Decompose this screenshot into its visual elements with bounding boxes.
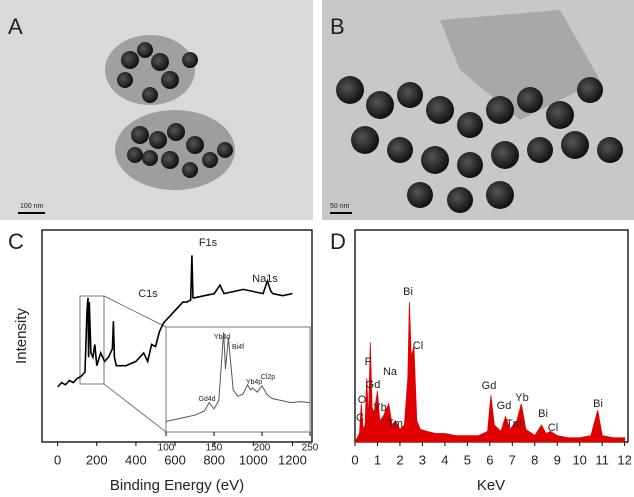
x-tick-label: 7	[509, 452, 516, 467]
peak-label: Cl	[548, 422, 558, 434]
peak-label: Na1s	[252, 273, 278, 285]
x-tick-label: 5	[464, 452, 471, 467]
zoom-connector	[103, 295, 167, 328]
x-tick-label: 200	[86, 452, 108, 467]
x-tick-label: 9	[554, 452, 561, 467]
peak-label: Na	[383, 366, 398, 378]
x-tick-label: 0	[54, 452, 61, 467]
x-tick-label: 1200	[278, 452, 307, 467]
x-tick-label: 4	[441, 452, 448, 467]
peak-label: Tm	[506, 418, 522, 430]
panel-label: A	[8, 14, 23, 39]
tem-image-b: 50 nm	[322, 0, 634, 220]
x-tick-label: 250	[302, 443, 319, 454]
tem-image-a: 100 nm	[0, 0, 313, 220]
x-tick-label: 1	[374, 452, 381, 467]
x-tick-label: 12	[617, 452, 631, 467]
spectrum-area	[354, 302, 626, 443]
x-tick-label: 600	[164, 452, 186, 467]
x-tick-label: 6	[486, 452, 493, 467]
peak-label: Gd	[482, 380, 497, 392]
spectrum-line	[165, 332, 311, 422]
panel-label: D	[330, 229, 346, 254]
spectrum-line	[57, 255, 293, 388]
x-tick-label: 10	[572, 452, 586, 467]
peak-label: Yb	[515, 392, 528, 404]
zoom-box	[79, 295, 105, 385]
peak-label: F	[365, 356, 372, 368]
peak-label: Cl2p	[261, 374, 276, 381]
peak-label: Yb4p	[246, 379, 262, 386]
plot-frame	[165, 326, 311, 433]
panel-label: B	[330, 14, 345, 39]
x-axis-label: KeV	[477, 477, 505, 494]
peak-label: O	[358, 394, 367, 406]
x-tick-label: 1000	[239, 452, 268, 467]
x-tick-label: 100	[158, 443, 175, 454]
peak-label: Gd4d	[198, 396, 215, 403]
zoom-connector	[103, 383, 167, 433]
y-axis-label: Intensity	[13, 308, 30, 364]
panel-label: C	[8, 229, 24, 254]
x-tick-label: 150	[206, 443, 223, 454]
peak-label: Gd	[366, 379, 381, 391]
x-tick-label: 11	[595, 452, 609, 467]
x-tick-label: 200	[254, 443, 271, 454]
x-axis-label: Binding Energy (eV)	[110, 477, 244, 494]
peak-label: Bi	[538, 408, 548, 420]
peak-label: C	[356, 412, 364, 424]
x-tick-label: 400	[125, 452, 147, 467]
peak-label: C1s	[138, 288, 158, 300]
x-tick-label: 3	[419, 452, 426, 467]
peak-label: Tm	[387, 418, 403, 430]
scale-bar-label: 100 nm	[20, 203, 44, 210]
scale-bar-label: 50 nm	[330, 203, 350, 210]
peak-label: F1s	[199, 237, 218, 249]
plot-frame	[41, 229, 313, 443]
peak-label: Yb4d	[214, 334, 230, 341]
peak-label: Cl	[413, 340, 423, 352]
x-tick-label: 800	[203, 452, 225, 467]
x-tick-label: 8	[531, 452, 538, 467]
x-tick-label: 0	[351, 452, 358, 467]
peak-label: Bi4f	[232, 344, 244, 351]
peak-label: Gd	[497, 400, 512, 412]
peak-label: Bi	[403, 286, 413, 298]
peak-label: Bi	[593, 398, 603, 410]
peak-label: Yb	[373, 402, 386, 414]
x-tick-label: 2	[396, 452, 403, 467]
